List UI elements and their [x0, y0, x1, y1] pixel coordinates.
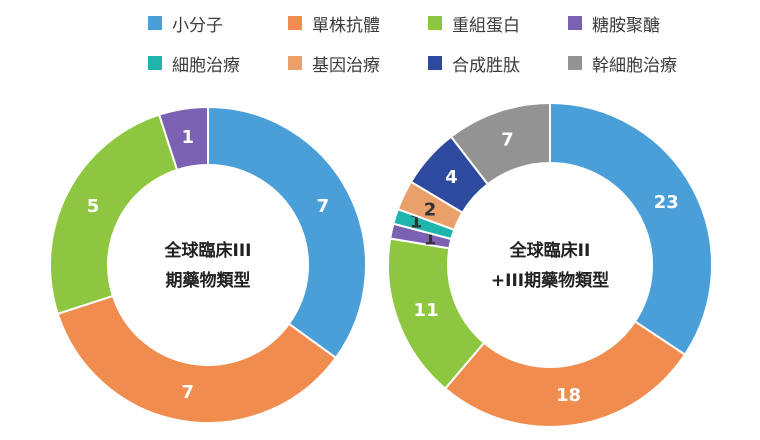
legend-item: 單株抗體	[288, 12, 380, 36]
donut-chart-1: 7 7 5 1 全球臨床III 期藥物類型	[49, 105, 367, 424]
donut-center-label: 期藥物類型	[166, 270, 251, 291]
legend-item: 基因治療	[288, 52, 380, 76]
slice-value-label: 2	[424, 200, 437, 221]
legend-item: 細胞治療	[148, 52, 240, 76]
legend-label: 單株抗體	[312, 15, 380, 36]
donut-slice	[207, 105, 367, 360]
donut-slice	[449, 101, 551, 186]
donut-slice	[443, 320, 687, 428]
slice-value-label: 11	[414, 300, 439, 321]
legend-item: 合成胜肽	[428, 52, 520, 76]
legend-swatch	[568, 16, 582, 30]
legend-swatch	[288, 56, 302, 70]
donut-center-label: 全球臨床III	[164, 240, 252, 261]
legend-swatch	[428, 56, 442, 70]
legend-swatch	[428, 16, 442, 30]
donut-slice	[157, 105, 209, 172]
slice-value-label: 7	[501, 130, 514, 151]
slice-value-label: 4	[445, 167, 458, 188]
legend-label: 小分子	[172, 15, 223, 36]
donut-slice	[49, 113, 179, 316]
legend-label: 基因治療	[312, 55, 380, 76]
legend-label: 糖胺聚醣	[592, 15, 660, 36]
legend-label: 重組蛋白	[452, 15, 520, 36]
legend-swatch	[148, 56, 162, 70]
legend-item: 小分子	[148, 12, 223, 36]
slice-value-label: 7	[317, 196, 330, 217]
donut-center-label: +III期藥物類型	[491, 270, 609, 291]
slice-value-label: 1	[182, 127, 195, 148]
legend-label: 幹細胞治療	[592, 55, 677, 76]
chart-legend: 小分子 單株抗體 重組蛋白 糖胺聚醣細胞治療 基因治療 合成胜肽 幹細胞治療	[0, 0, 760, 90]
legend-item: 重組蛋白	[428, 12, 520, 36]
legend-item: 糖胺聚醣	[568, 12, 660, 36]
slice-value-label: 23	[654, 192, 679, 213]
slice-value-label: 5	[87, 196, 100, 217]
legend-swatch	[568, 56, 582, 70]
slice-value-label: 7	[182, 382, 195, 403]
legend-label: 細胞治療	[172, 55, 240, 76]
legend-label: 合成胜肽	[452, 55, 520, 76]
donut-slice	[56, 294, 338, 424]
legend-item: 幹細胞治療	[568, 52, 677, 76]
legend-swatch	[288, 16, 302, 30]
donut-slice	[549, 101, 713, 356]
donut-center-label: 全球臨床II	[509, 240, 591, 261]
legend-swatch	[148, 16, 162, 30]
slice-value-label: 18	[556, 385, 581, 406]
